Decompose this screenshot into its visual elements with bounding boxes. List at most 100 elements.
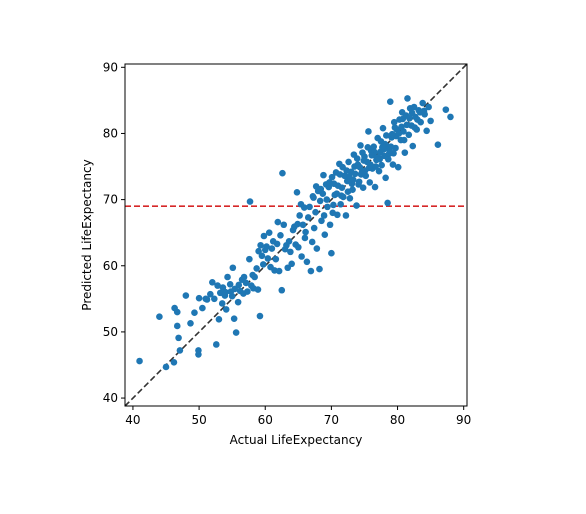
data-point xyxy=(382,132,390,139)
data-point xyxy=(265,229,273,236)
data-point xyxy=(229,264,237,272)
data-point xyxy=(259,261,267,268)
data-point xyxy=(391,124,399,131)
data-point xyxy=(408,109,416,117)
data-point xyxy=(323,196,331,203)
data-point xyxy=(321,231,329,238)
data-point xyxy=(253,265,260,272)
data-point xyxy=(307,267,315,275)
data-point xyxy=(371,183,379,191)
data-point xyxy=(280,221,288,229)
data-point xyxy=(296,212,303,219)
data-point xyxy=(173,322,181,330)
x-tick-label: 50 xyxy=(191,413,206,427)
data-point xyxy=(295,243,302,251)
data-point xyxy=(222,288,229,296)
data-point xyxy=(182,292,190,299)
data-point xyxy=(395,130,403,137)
data-point xyxy=(342,212,350,219)
data-point xyxy=(388,130,396,138)
data-point xyxy=(232,329,240,336)
data-point xyxy=(175,334,182,342)
x-tick-label: 60 xyxy=(258,413,273,427)
data-point xyxy=(389,161,397,168)
data-points xyxy=(136,95,454,371)
data-point xyxy=(316,265,323,273)
data-point xyxy=(345,158,352,166)
data-point xyxy=(310,224,318,232)
data-point xyxy=(372,163,380,170)
data-point xyxy=(260,232,268,240)
data-point xyxy=(382,174,389,182)
data-point xyxy=(411,124,419,131)
data-point xyxy=(420,107,428,115)
data-point xyxy=(279,169,286,177)
data-point xyxy=(308,238,316,246)
y-tick-label: 90 xyxy=(103,60,118,74)
data-point xyxy=(275,267,283,275)
data-point xyxy=(264,255,272,262)
data-point xyxy=(330,180,338,188)
data-point xyxy=(434,141,442,149)
data-point xyxy=(304,214,312,221)
data-point xyxy=(209,278,216,286)
data-point xyxy=(299,221,307,229)
data-point xyxy=(379,124,387,132)
data-point xyxy=(365,128,372,135)
data-point xyxy=(230,315,238,322)
x-tick-label: 80 xyxy=(390,413,405,427)
data-point xyxy=(268,245,276,252)
data-point xyxy=(228,292,236,300)
x-axis-label: Actual LifeExpectancy xyxy=(230,433,363,447)
data-point xyxy=(346,194,354,202)
x-axis-ticks: 40 50 60 70 80 90 xyxy=(125,406,471,427)
data-point xyxy=(427,117,434,125)
data-point xyxy=(211,295,218,303)
data-point xyxy=(214,282,221,289)
data-point xyxy=(298,253,305,260)
data-point xyxy=(378,161,385,169)
data-point xyxy=(285,237,293,245)
data-point xyxy=(353,202,360,209)
reference-lines xyxy=(124,63,468,407)
data-point xyxy=(347,175,354,183)
data-point xyxy=(222,306,230,313)
x-tick-label: 40 xyxy=(125,413,140,427)
data-point xyxy=(330,201,337,209)
data-point xyxy=(336,171,344,178)
data-point xyxy=(368,151,376,159)
data-point xyxy=(410,103,418,111)
data-point xyxy=(234,298,242,306)
data-point xyxy=(273,240,281,248)
data-point xyxy=(203,296,211,303)
data-point xyxy=(316,197,324,205)
data-point xyxy=(351,163,358,170)
y-axis-label: Predicted LifeExpectancy xyxy=(80,159,94,310)
data-point xyxy=(195,351,202,358)
data-point xyxy=(306,203,313,211)
data-point xyxy=(384,155,392,163)
plot-frame xyxy=(124,63,468,407)
data-point xyxy=(303,258,311,266)
data-point xyxy=(366,179,374,186)
y-tick-label: 60 xyxy=(103,259,118,273)
data-point xyxy=(398,123,405,131)
data-point xyxy=(338,184,346,192)
data-point xyxy=(310,194,317,201)
data-point xyxy=(162,363,170,371)
data-point xyxy=(399,115,407,123)
data-point xyxy=(401,149,409,156)
x-tick-label: 70 xyxy=(324,413,339,427)
data-point xyxy=(356,163,364,171)
y-tick-label: 80 xyxy=(103,126,118,140)
data-point xyxy=(195,294,203,302)
data-point xyxy=(324,203,331,211)
data-point xyxy=(359,184,367,192)
data-point xyxy=(187,320,194,327)
data-point xyxy=(257,241,264,249)
data-point xyxy=(244,288,251,295)
data-point xyxy=(365,164,373,172)
y-tick-label: 50 xyxy=(103,325,118,339)
data-point xyxy=(338,192,345,199)
